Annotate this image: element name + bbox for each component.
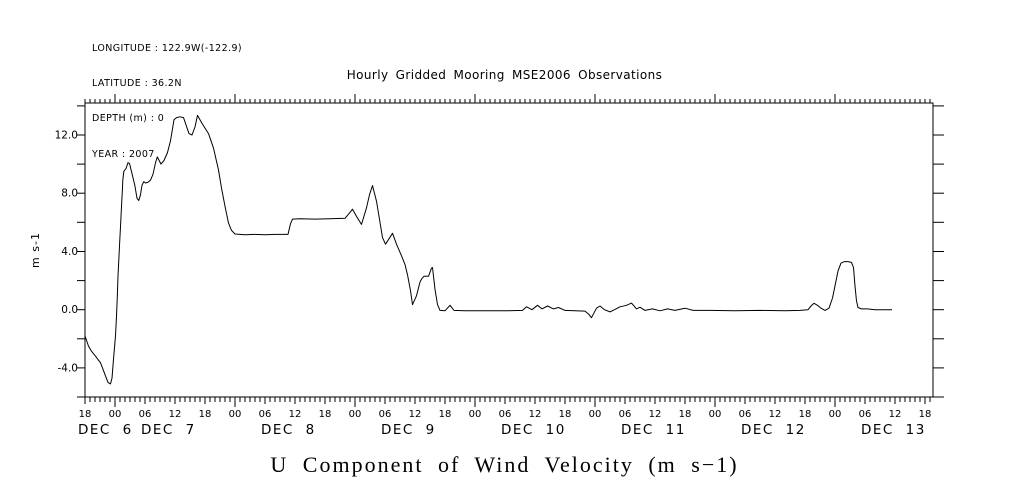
x-hour-label: 12 — [649, 409, 662, 420]
x-date-label: DEC 11 — [621, 422, 686, 438]
y-axis-title: m s-1 — [29, 232, 42, 268]
x-hour-label: 06 — [499, 409, 512, 420]
x-hour-label: 06 — [859, 409, 872, 420]
x-hour-label: 12 — [889, 409, 902, 420]
y-tick-label: -4.0 — [58, 362, 79, 374]
info-depth: DEPTH (m) : 0 — [92, 113, 165, 125]
x-hour-label: 18 — [799, 409, 812, 420]
x-date-label: DEC 10 — [501, 422, 566, 438]
x-ticks-bottom — [84, 397, 931, 407]
x-hour-label: 00 — [589, 409, 602, 420]
x-hour-label: 18 — [79, 409, 92, 420]
x-hour-label: 00 — [109, 409, 122, 420]
x-hour-labels: 18 00 06 12 18 00 06 12 18 00 06 12 18 00 06 12 18 00 06 12… — [79, 409, 932, 420]
x-hour-label: 12 — [289, 409, 302, 420]
chart-title: Hourly Gridded Mooring MSE2006 Observati… — [346, 68, 663, 82]
x-axis-caption: U Component of Wind Velocity (m s−1) — [270, 452, 739, 477]
x-hour-label: 18 — [679, 409, 692, 420]
x-date-label: DEC 8 — [261, 422, 316, 438]
data-line — [84, 114, 892, 385]
info-year: YEAR : 2007 — [92, 148, 155, 160]
x-hour-label: 12 — [529, 409, 542, 420]
x-hour-label: 12 — [769, 409, 782, 420]
x-date-label: DEC 7 — [141, 422, 196, 438]
dataset-info-block: LONGITUDE : 122.9W(-122.9) LATITUDE : 36… — [92, 19, 242, 184]
x-hour-label: 18 — [919, 409, 932, 420]
x-hour-label: 00 — [829, 409, 842, 420]
info-longitude: LONGITUDE : 122.9W(-122.9) — [92, 42, 243, 54]
x-hour-label: 18 — [559, 409, 572, 420]
x-hour-label: 00 — [349, 409, 362, 420]
y-tick-label: 8.0 — [61, 188, 78, 200]
y-ticks-right — [933, 105, 944, 398]
x-hour-label: 00 — [229, 409, 242, 420]
x-hour-label: 06 — [139, 409, 152, 420]
x-hour-label: 18 — [199, 409, 212, 420]
x-date-label: DEC 9 — [381, 422, 436, 438]
x-date-label: DEC 6 — [78, 422, 133, 438]
x-hour-label: 06 — [619, 409, 632, 420]
x-hour-label: 00 — [709, 409, 722, 420]
x-date-label: DEC 13 — [861, 422, 926, 438]
x-hour-label: 12 — [409, 409, 422, 420]
x-hour-label: 06 — [379, 409, 392, 420]
y-ticks-left — [77, 105, 85, 398]
x-hour-label: 18 — [319, 409, 332, 420]
x-ticks-top — [84, 94, 931, 103]
x-hour-label: 18 — [439, 409, 452, 420]
x-hour-label: 06 — [739, 409, 752, 420]
x-hour-label: 12 — [169, 409, 182, 420]
y-tick-label: 12.0 — [55, 130, 78, 142]
x-hour-label: 00 — [469, 409, 482, 420]
y-tick-label: 4.0 — [61, 246, 78, 258]
plot-border — [84, 102, 934, 398]
info-latitude: LATITUDE : 36.2N — [92, 77, 182, 89]
x-hour-label: 06 — [259, 409, 272, 420]
x-date-label: DEC 12 — [741, 422, 806, 438]
y-tick-label: 0.0 — [61, 304, 78, 316]
x-date-labels: DEC 6 DEC 7 DEC 8 DEC 9 DEC 10 DEC 11 DEC 12 DE… — [78, 422, 926, 438]
y-tick-labels: -4.0 0.0 4.0 8.0 12.0 — [55, 130, 78, 375]
